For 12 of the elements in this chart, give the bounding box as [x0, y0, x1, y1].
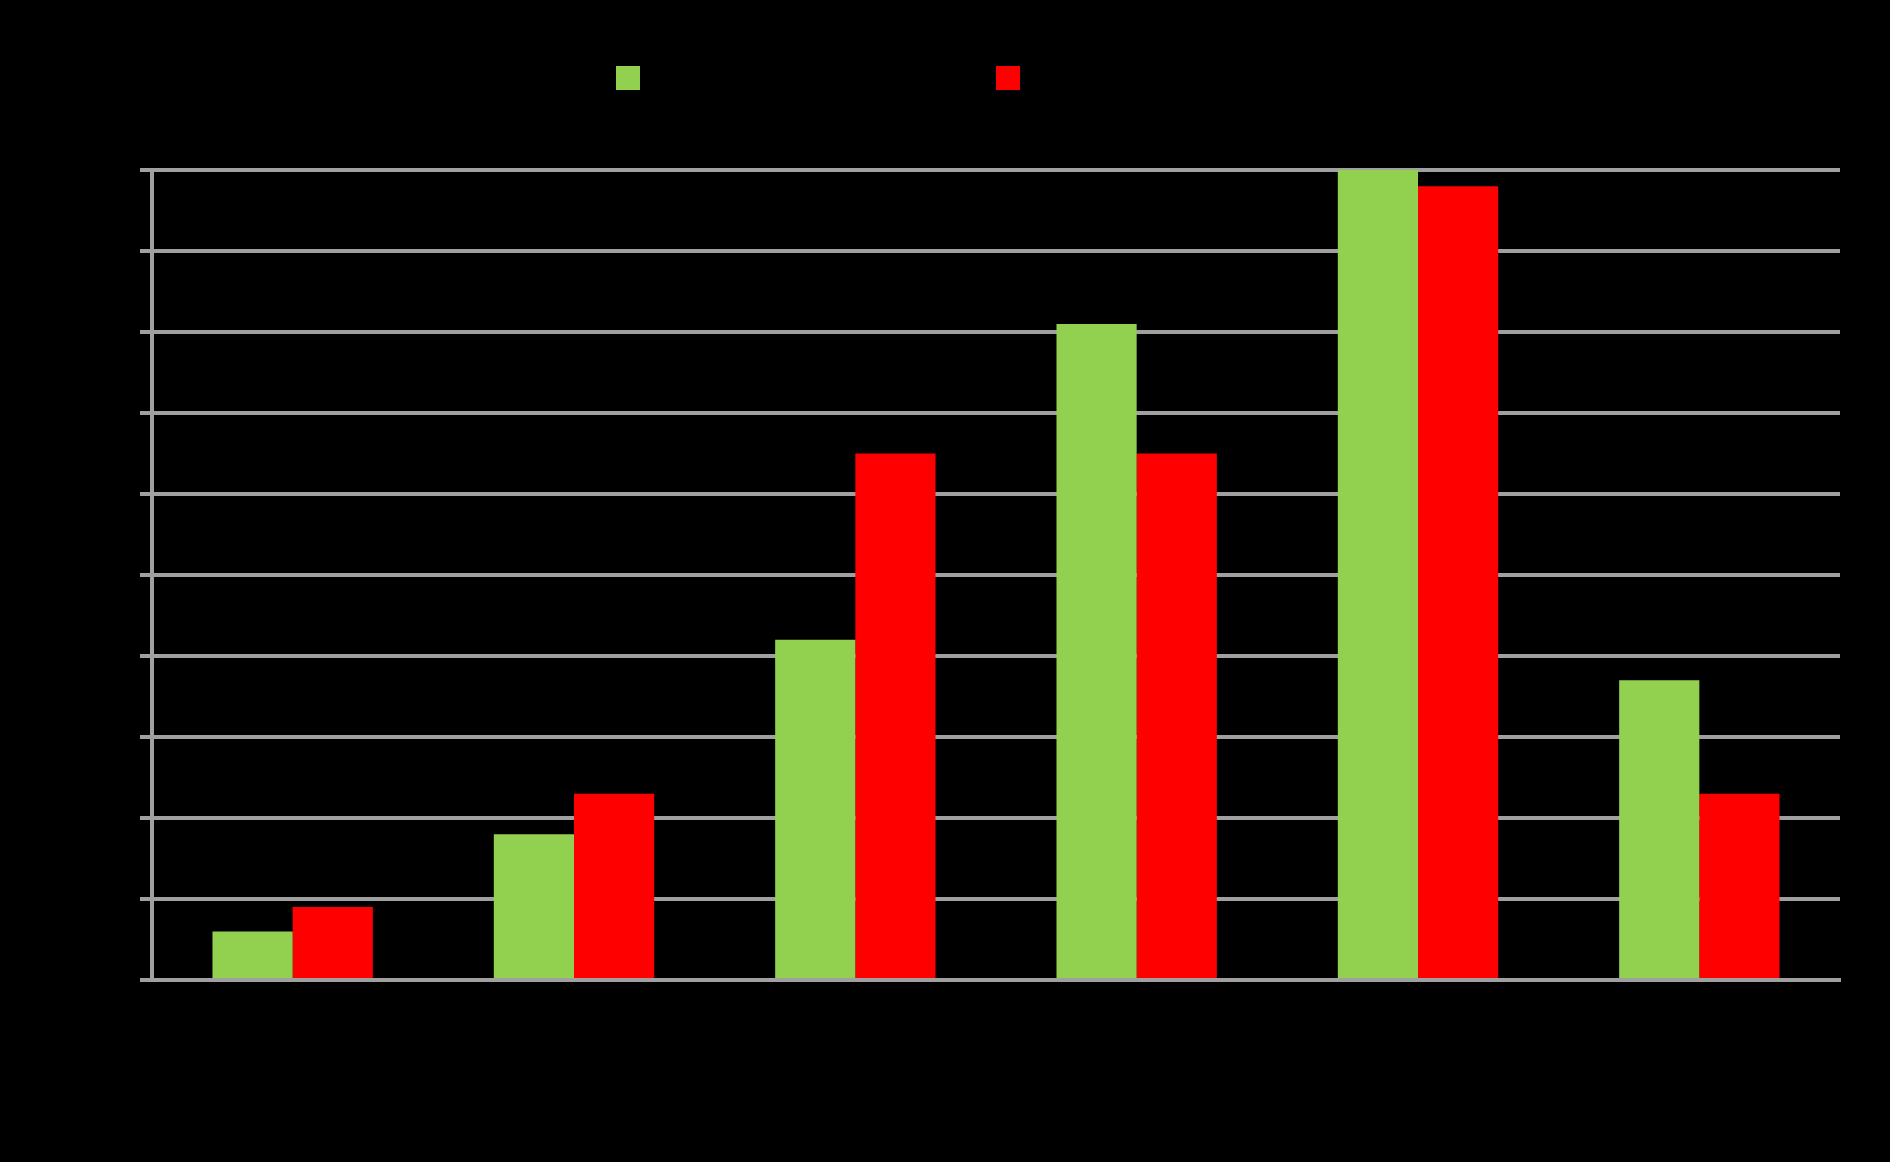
bar — [212, 931, 293, 978]
bar — [855, 453, 936, 978]
bar — [775, 639, 856, 978]
bar — [1136, 453, 1217, 978]
bar — [1699, 793, 1780, 978]
bar — [1337, 170, 1418, 978]
bar — [574, 793, 655, 978]
bar — [1418, 186, 1499, 978]
bar — [292, 907, 373, 978]
bar — [1619, 680, 1700, 978]
bar — [1056, 323, 1137, 978]
bar — [493, 834, 574, 978]
